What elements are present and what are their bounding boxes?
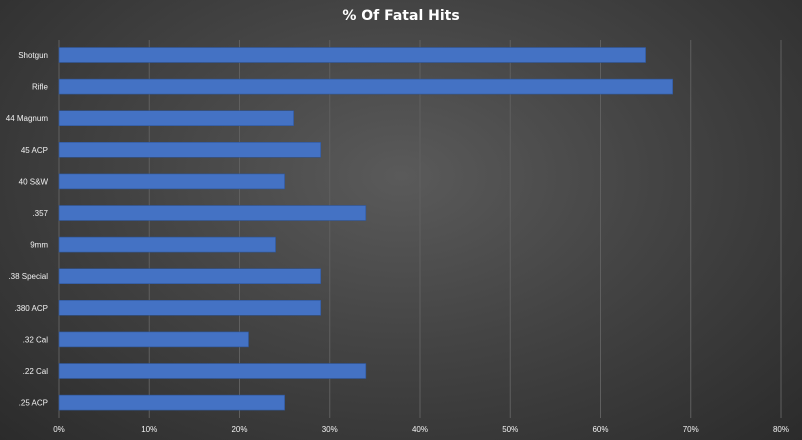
bar [58,110,294,126]
bar [58,236,276,253]
x-tick-label: 40% [412,425,428,434]
bar [58,47,646,63]
bar [58,331,249,348]
category-label: .32 Cal [23,335,49,344]
category-label: 40 S&W [19,177,49,186]
category-label: Shotgun [18,51,48,60]
category-label: .357 [32,209,48,218]
category-label: .25 ACP [19,399,48,408]
category-label: 9mm [30,241,48,250]
x-tick-label: 0% [53,425,65,434]
x-tick-label: 30% [322,425,338,434]
x-tick-label: 50% [502,425,518,434]
bar [58,205,367,221]
category-label: .22 Cal [23,367,49,376]
bar [58,299,322,316]
category-label: 45 ACP [21,146,48,155]
category-label: Rifle [32,83,49,92]
x-tick-label: 70% [683,425,699,434]
bar [58,394,285,411]
bar [58,78,674,95]
bar [58,173,285,190]
category-label: .380 ACP [14,304,48,313]
x-tick-label: 10% [141,425,157,434]
bar [58,363,367,379]
x-tick-label: 60% [592,425,608,434]
chart-title: % Of Fatal Hits [342,8,460,24]
category-label: .38 Special [8,272,48,281]
x-tick-label: 80% [773,425,789,434]
x-tick-label: 20% [231,425,247,434]
bar [58,268,322,285]
category-label: 44 Magnum [6,114,49,123]
bar [58,142,322,158]
